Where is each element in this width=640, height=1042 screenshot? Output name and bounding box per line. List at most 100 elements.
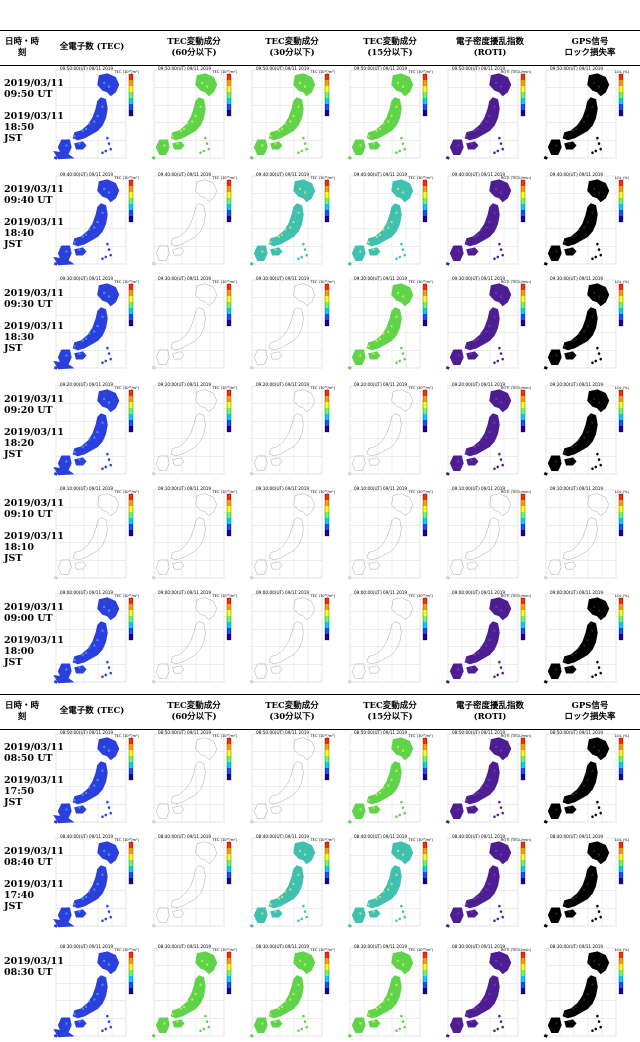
map-timestamp: 09:10:00(UT) 09/11 2019 (550, 486, 604, 491)
colorbar (618, 951, 624, 995)
header-line: GPS信号 (571, 36, 609, 47)
header-line: 電子密度擾乱指数 (455, 700, 524, 711)
japan-map-shape (347, 951, 414, 1038)
header-line: 日時・時 (4, 36, 39, 47)
utc-time: 09:40 UT (4, 195, 53, 206)
colorbar (324, 737, 330, 781)
header-datetime: 日時・時刻 (0, 31, 44, 65)
map-figure (151, 69, 232, 160)
japan-map-shape (445, 73, 512, 160)
colorbar (520, 283, 526, 327)
colorbar-unit: TEC (10¹⁶/m²) (114, 70, 139, 74)
map-timestamp: 09:20:00(UT) 09/11 2019 (158, 382, 212, 387)
colorbar-unit: TEC (10¹⁶/m²) (408, 594, 433, 598)
colorbar (128, 493, 134, 537)
map-panel-dtec15: 09:20:00(UT) 09/11 2019 TEC (10¹⁶/m²) (344, 382, 436, 480)
colorbar-unit: LOL (%) (614, 176, 629, 180)
map-figure (249, 593, 330, 684)
map-figure (347, 279, 428, 370)
map-figure (249, 175, 330, 266)
colorbar-unit: TEC (10¹⁶/m²) (310, 386, 335, 390)
colorbar-unit: ROTI (TECU/min) (500, 70, 531, 74)
map-figure (249, 69, 330, 160)
map-panel-tec: 09:00:00(UT) 09/11 2019 TEC (10¹⁶/m²) (50, 590, 142, 688)
japan-map-shape (151, 389, 218, 476)
data-row: 2019/03/11 08:30 UT 08:30:00(UT) 09/11 201… (0, 944, 640, 1042)
colorbar-unit: TEC (10¹⁶/m²) (310, 70, 335, 74)
header-line: TEC変動成分 (363, 700, 417, 711)
map-timestamp: 08:30:00(UT) 09/11 2019 (452, 944, 506, 949)
colorbar (618, 737, 624, 781)
map-timestamp: 09:50:00(UT) 09/11 2019 (256, 66, 310, 71)
jst-date: 2019/03/11 (4, 531, 64, 542)
header-line: TEC変動成分 (265, 700, 319, 711)
map-panel-dtec30: 08:30:00(UT) 09/11 2019 TEC (10¹⁶/m²) (246, 944, 338, 1042)
header-roti: 電子密度擾乱指数 (ROTI) (442, 31, 538, 65)
japan-map-shape (543, 841, 610, 928)
colorbar-unit: TEC (10¹⁶/m²) (310, 734, 335, 738)
colorbar (324, 389, 330, 433)
map-figure (53, 733, 134, 824)
header-line: TEC変動成分 (167, 36, 221, 47)
map-figure (347, 733, 428, 824)
colorbar (520, 389, 526, 433)
jst-time: 18:00 (4, 646, 34, 657)
colorbar-unit: TEC (10¹⁶/m²) (114, 176, 139, 180)
jst-tz: JST (4, 449, 23, 460)
map-timestamp: 08:30:00(UT) 09/11 2019 (550, 944, 604, 949)
colorbar (128, 597, 134, 641)
map-timestamp: 09:20:00(UT) 09/11 2019 (452, 382, 506, 387)
colorbar-unit: LOL (%) (614, 838, 629, 842)
utc-time: 08:30 UT (4, 967, 53, 978)
map-panel-dtec60: 09:50:00(UT) 09/11 2019 TEC (10¹⁶/m²) (148, 66, 240, 164)
colorbar (226, 841, 232, 885)
colorbar (128, 841, 134, 885)
japan-map-shape (543, 73, 610, 160)
utc-time: 09:00 UT (4, 613, 53, 624)
row-datetime: 2019/03/11 09:00 UT 2019/03/11 18:00 JST (4, 602, 64, 668)
map-timestamp: 09:30:00(UT) 09/11 2019 (452, 276, 506, 281)
map-figure (347, 489, 428, 580)
map-figure (347, 69, 428, 160)
jst-date: 2019/03/11 (4, 635, 64, 646)
colorbar (618, 597, 624, 641)
jst-tz: JST (4, 133, 23, 144)
map-timestamp: 09:40:00(UT) 09/11 2019 (158, 172, 212, 177)
data-row: 2019/03/11 09:40 UT 2019/03/11 18:40 JST 09:4… (0, 172, 640, 270)
map-panel-roti: 08:50:00(UT) 09/11 2019 ROTI (TECU/min) (442, 730, 534, 828)
header-line: ロック損失率 (564, 712, 616, 722)
map-panel-dtec15: 09:30:00(UT) 09/11 2019 TEC (10¹⁶/m²) (344, 276, 436, 374)
map-timestamp: 09:00:00(UT) 09/11 2019 (60, 590, 114, 595)
colorbar-unit: TEC (10¹⁶/m²) (212, 948, 237, 952)
colorbar (422, 951, 428, 995)
jst-tz: JST (4, 239, 23, 250)
japan-map-shape (347, 179, 414, 266)
header-line: (15分以下) (367, 712, 413, 722)
map-panel-dtec60: 08:40:00(UT) 09/11 2019 TEC (10¹⁶/m²) (148, 834, 240, 932)
map-panel-dtec60: 08:50:00(UT) 09/11 2019 TEC (10¹⁶/m²) (148, 730, 240, 828)
map-timestamp: 09:40:00(UT) 09/11 2019 (60, 172, 114, 177)
colorbar (520, 179, 526, 223)
map-figure (151, 385, 232, 476)
colorbar (422, 73, 428, 117)
colorbar-unit: TEC (10¹⁶/m²) (114, 490, 139, 494)
map-figure (151, 175, 232, 266)
header-dtec15: TEC変動成分 (15分以下) (342, 695, 438, 729)
map-panel-dtec15: 09:10:00(UT) 09/11 2019 TEC (10¹⁶/m²) (344, 486, 436, 584)
japan-map-shape (347, 283, 414, 370)
utc-time: 08:40 UT (4, 857, 53, 868)
map-figure (445, 947, 526, 1038)
map-panel-lol: 08:50:00(UT) 09/11 2019 LOL (%) (540, 730, 632, 828)
map-panel-dtec60: 09:10:00(UT) 09/11 2019 TEC (10¹⁶/m²) (148, 486, 240, 584)
map-timestamp: 08:50:00(UT) 09/11 2019 (550, 730, 604, 735)
japan-map-shape (543, 597, 610, 684)
japan-map-shape (445, 951, 512, 1038)
colorbar (324, 493, 330, 537)
colorbar-unit: TEC (10¹⁶/m²) (114, 280, 139, 284)
map-panel-dtec15: 09:40:00(UT) 09/11 2019 TEC (10¹⁶/m²) (344, 172, 436, 270)
header-line: TEC変動成分 (167, 700, 221, 711)
map-panel-roti: 08:30:00(UT) 09/11 2019 ROTI (TECU/min) (442, 944, 534, 1042)
map-panel-roti: 09:20:00(UT) 09/11 2019 ROTI (TECU/min) (442, 382, 534, 480)
jst-time: 18:50 (4, 122, 34, 133)
map-panel-dtec30: 09:40:00(UT) 09/11 2019 TEC (10¹⁶/m²) (246, 172, 338, 270)
